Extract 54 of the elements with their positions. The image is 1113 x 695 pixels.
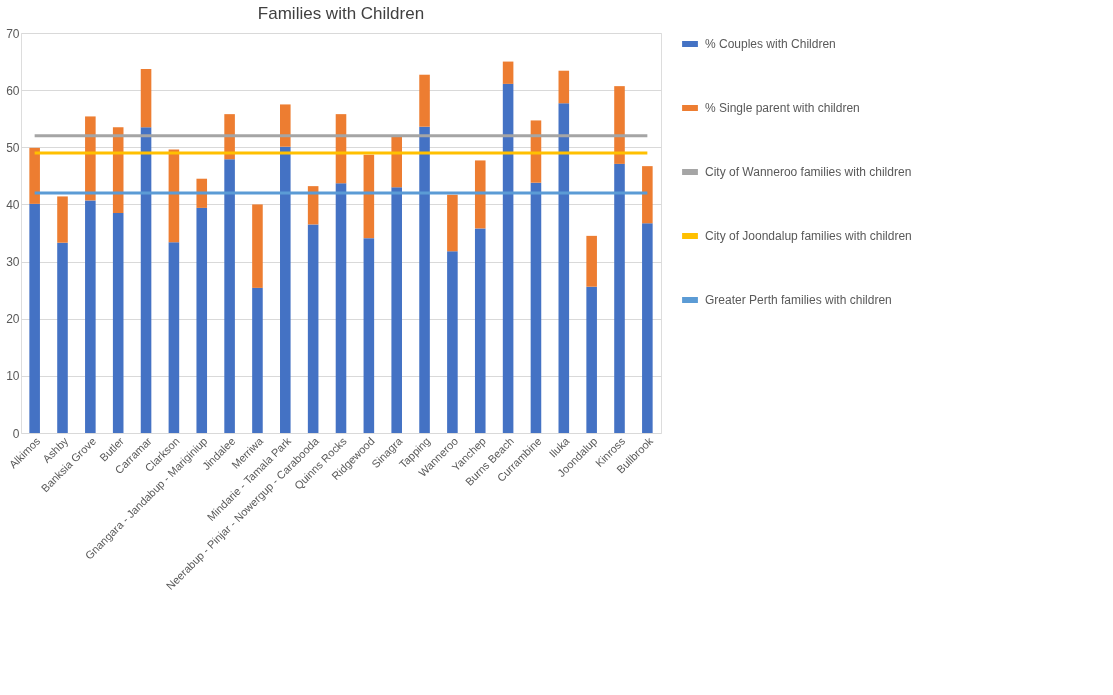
legend-label: City of Wanneroo families with children	[705, 165, 912, 179]
y-tick-label: 0	[12, 426, 20, 441]
bar	[280, 104, 291, 147]
bar	[252, 204, 263, 288]
bar	[474, 228, 486, 433]
y-tick-label: 60	[6, 83, 20, 98]
bar	[29, 203, 40, 433]
bar	[447, 251, 458, 433]
y-tick-label: 30	[6, 255, 20, 270]
bar	[363, 238, 375, 433]
bar	[196, 207, 208, 433]
y-tick-label: 20	[6, 312, 20, 327]
bar	[57, 242, 68, 433]
bar	[280, 146, 291, 433]
bar	[502, 83, 514, 433]
y-tick-label: 50	[6, 140, 20, 155]
bar	[614, 86, 625, 164]
bar	[419, 74, 430, 127]
bar	[558, 70, 570, 104]
bar	[614, 163, 625, 433]
legend-label: Greater Perth families with children	[705, 293, 892, 307]
y-tick-label: 10	[6, 369, 20, 384]
chart-title: Families with Children	[257, 4, 425, 23]
bar	[586, 235, 597, 287]
bar	[224, 159, 235, 433]
bar	[391, 187, 402, 433]
legend-label: % Couples with Children	[705, 37, 836, 51]
bar	[502, 61, 514, 84]
bar	[57, 196, 68, 243]
y-tick-label: 70	[6, 26, 20, 41]
bar	[140, 127, 152, 433]
bar	[419, 126, 430, 433]
bar	[140, 69, 152, 128]
bar	[363, 154, 375, 239]
bar	[474, 160, 486, 229]
bar	[85, 200, 96, 433]
bar	[447, 194, 458, 252]
bar	[168, 242, 180, 433]
bar	[307, 224, 319, 433]
bar	[642, 223, 653, 433]
bar	[642, 166, 653, 224]
bar	[252, 287, 263, 433]
bar	[391, 137, 402, 188]
bar	[558, 103, 570, 433]
bar	[29, 147, 40, 204]
y-tick-label: 40	[6, 197, 20, 212]
bar	[85, 116, 96, 201]
legend-label: % Single parent with children	[705, 101, 860, 115]
bar	[224, 114, 235, 160]
legend-label: City of Joondalup families with children	[705, 229, 912, 243]
bar	[112, 213, 124, 433]
bar	[586, 286, 597, 433]
bar	[335, 183, 347, 433]
bar	[530, 182, 542, 433]
